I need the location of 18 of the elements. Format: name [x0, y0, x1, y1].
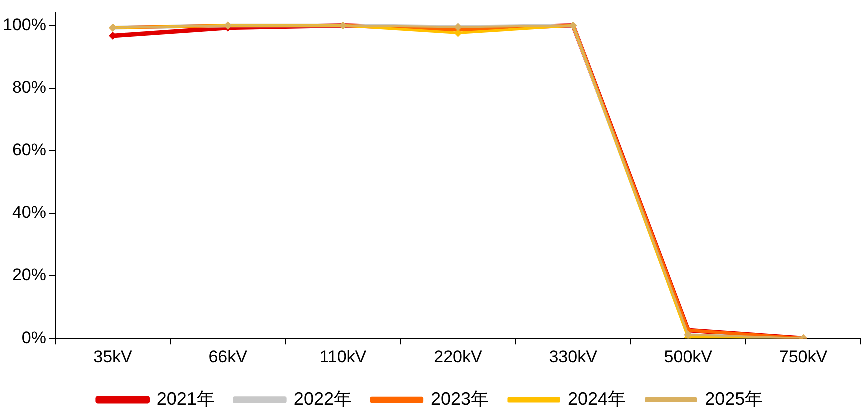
- x-tick-label: 110kV: [320, 347, 368, 366]
- x-tick-label: 750kV: [779, 347, 828, 366]
- x-tick-label: 35kV: [94, 347, 134, 366]
- y-tick-label: 20%: [12, 266, 46, 285]
- x-tick-label: 220kV: [434, 347, 483, 366]
- legend-label: 2025年: [705, 388, 764, 409]
- y-tick-label: 60%: [12, 140, 46, 160]
- legend-label: 2022年: [294, 388, 352, 409]
- y-tick-label: 40%: [12, 203, 46, 222]
- legend-label: 2021年: [156, 388, 215, 409]
- x-tick-label: 500kV: [664, 347, 714, 366]
- legend-label: 2023年: [430, 388, 490, 409]
- x-tick-label: 330kV: [549, 347, 598, 366]
- y-tick-label: 0%: [22, 328, 46, 348]
- y-tick-label: 100%: [2, 15, 46, 34]
- x-tick-label: 66kV: [208, 347, 248, 366]
- y-tick-label: 80%: [12, 78, 46, 97]
- legend-label: 2024年: [568, 388, 626, 409]
